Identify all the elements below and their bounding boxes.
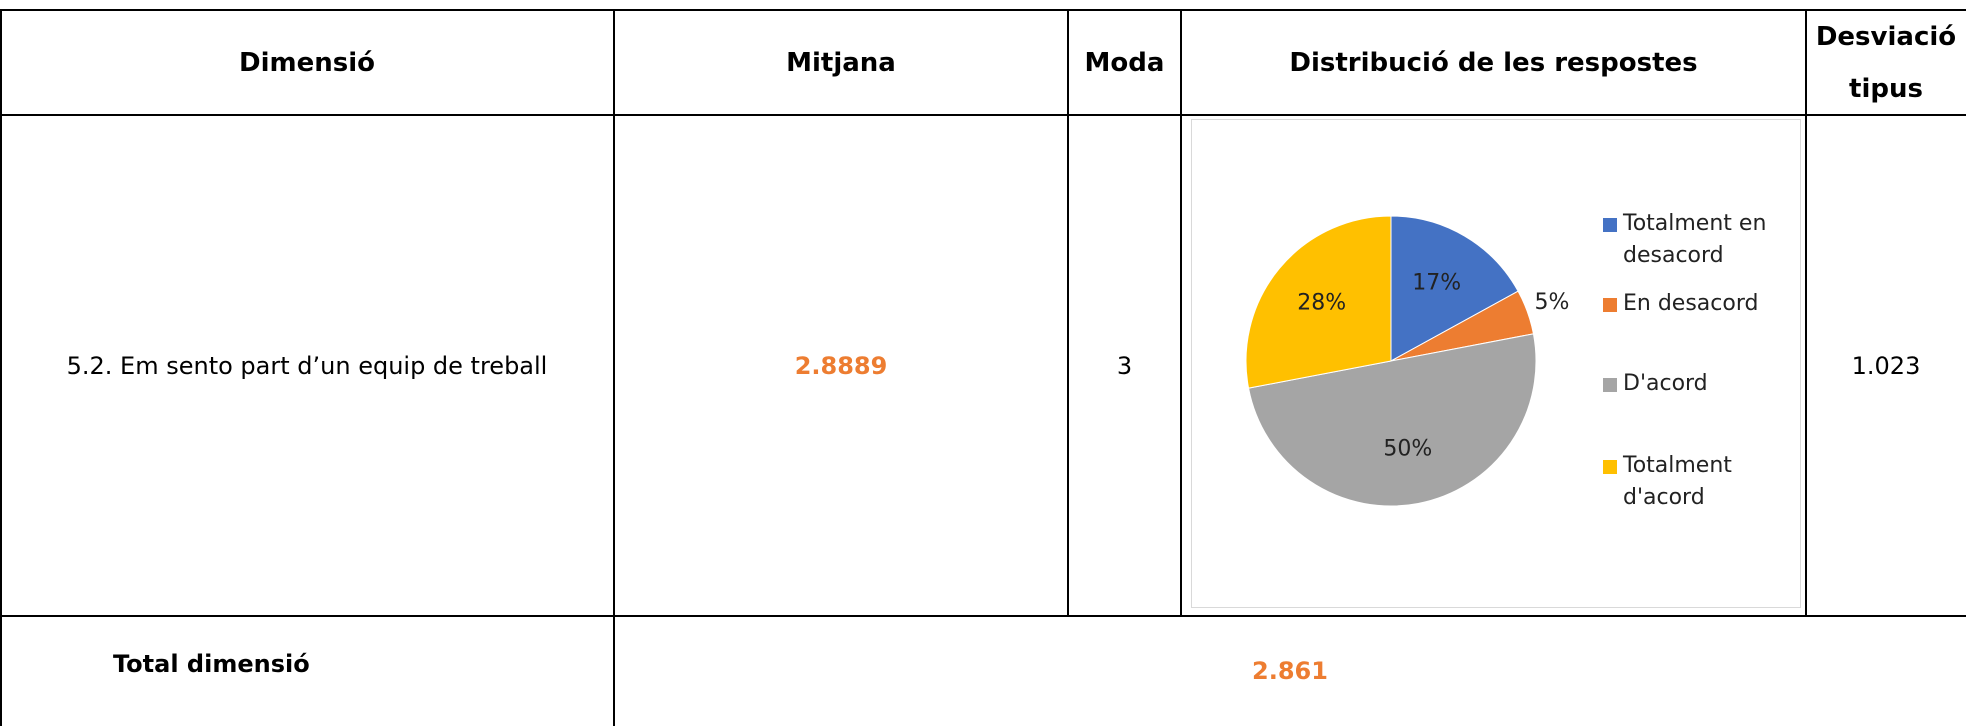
pie-slice: [1247, 333, 1537, 506]
border: [1805, 9, 1807, 616]
data-label: 28%: [1297, 291, 1346, 316]
pie-slice: [1245, 215, 1392, 389]
pie-slice: [1390, 215, 1519, 362]
border: [1180, 9, 1182, 616]
header-cell: Distribució de les respostes: [1289, 47, 1698, 78]
legend-item: Totalment d'acord: [1603, 450, 1773, 514]
mode-cell: 3: [1116, 351, 1133, 380]
dimension-cell: 5.2. Em sento part d’un equip de treball: [66, 351, 548, 380]
header-cell: Dimensió: [239, 47, 375, 78]
legend-label: D'acord: [1623, 371, 1708, 396]
legend-label: Totalment en desacord: [1623, 211, 1767, 268]
total-value: 2.861: [1252, 657, 1328, 685]
legend-item: D'acord: [1603, 368, 1773, 400]
data-label: 17%: [1412, 271, 1461, 296]
legend-label: En desacord: [1623, 291, 1759, 316]
header-cell: Mitjana: [786, 47, 896, 78]
legend-swatch: [1603, 298, 1617, 312]
border: [0, 9, 1966, 11]
legend-swatch: [1603, 218, 1617, 232]
mean-cell: 2.8889: [794, 351, 888, 380]
border: [1067, 9, 1069, 616]
legend-swatch: [1603, 460, 1617, 474]
header-cell: Desviació tipus: [1815, 21, 1957, 104]
legend-item: Totalment en desacord: [1603, 208, 1773, 272]
data-label: 5%: [1535, 290, 1570, 315]
header-cell: Moda: [1084, 47, 1165, 78]
data-label: 50%: [1383, 436, 1432, 461]
border: [0, 114, 1966, 116]
total-label: Total dimensió: [113, 649, 310, 678]
legend-label: Totalment d'acord: [1623, 453, 1732, 510]
border: [613, 9, 615, 726]
chart-area: [1191, 119, 1801, 608]
sd-cell: 1.023: [1851, 351, 1921, 380]
border: [0, 9, 2, 726]
legend-swatch: [1603, 378, 1617, 392]
legend-item: En desacord: [1603, 288, 1773, 320]
border: [0, 615, 1966, 617]
